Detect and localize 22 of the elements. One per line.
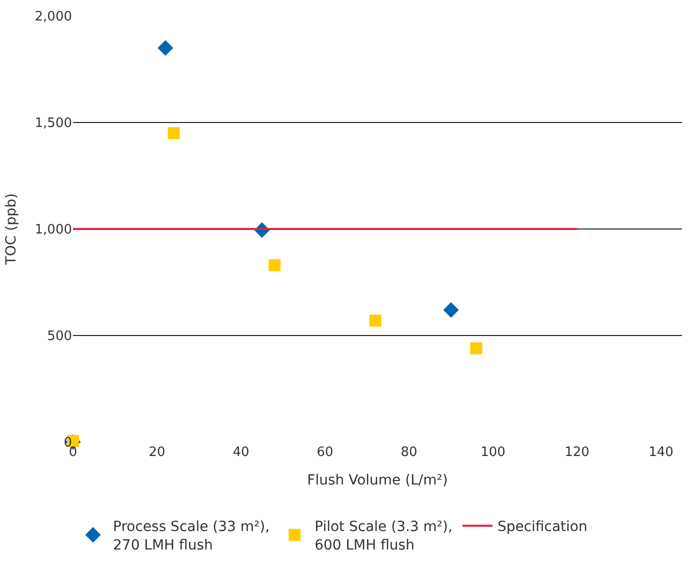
point <box>369 314 382 327</box>
legend-label: Process Scale (33 m²), 270 LMH flush <box>113 519 270 554</box>
x-tick-label: 140 <box>648 445 674 460</box>
point <box>158 40 174 56</box>
legend-label: Pilot Scale (3.3 m²), 600 LMH flush <box>314 519 452 554</box>
point <box>268 259 281 272</box>
x-tick-label: 60 <box>316 445 334 460</box>
point <box>168 127 180 140</box>
x-tick-label: 40 <box>232 445 250 460</box>
y-tick-label: 1,000 <box>34 222 72 238</box>
y-tick-label: 1,500 <box>34 116 72 132</box>
y-tick-label: 2,000 <box>34 10 72 25</box>
x-tick-label: 80 <box>400 445 418 460</box>
y-tick-label: 500 <box>47 329 72 344</box>
point <box>470 342 482 354</box>
x-tick-label: 120 <box>564 445 590 460</box>
x-axis-title: Flush Volume (L/m²) <box>307 472 448 488</box>
y-axis-title: TOC (ppb) <box>3 193 20 266</box>
x-tick-label: 100 <box>480 445 506 460</box>
point <box>443 302 459 318</box>
x-tick-label: 20 <box>148 445 166 460</box>
legend-label: Specification <box>497 519 588 536</box>
